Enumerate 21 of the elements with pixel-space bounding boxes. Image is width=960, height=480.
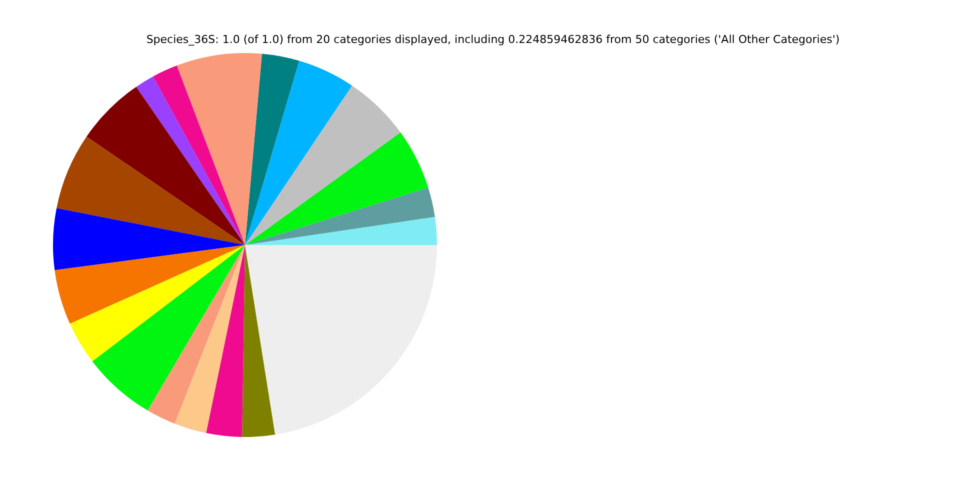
pie-slice [245,60,352,245]
pie-slice [245,245,437,435]
pie-slice [245,86,400,245]
pie-slice [54,245,245,324]
pie-slice [148,245,245,424]
pie-slice [136,76,245,245]
pie-slice [70,245,245,362]
pie-slice [92,245,245,411]
pie-slice [245,132,428,245]
pie-slice [86,86,245,245]
pie-slice [53,208,245,270]
pie-slice [56,136,245,245]
pie-slice [245,216,437,245]
pie-slice [242,245,276,437]
pie-slice [245,54,300,245]
pie-slice [176,53,262,245]
pie-slice [206,245,245,437]
pie-slice [153,66,245,245]
pie-slice [174,245,245,434]
text: Species_36S: 1.0 (of 1.0) from 20 categories displayed, including 0.224859462836 from 50 categories ('All Other Categories') [145,33,841,46]
pie-slice [245,188,435,245]
